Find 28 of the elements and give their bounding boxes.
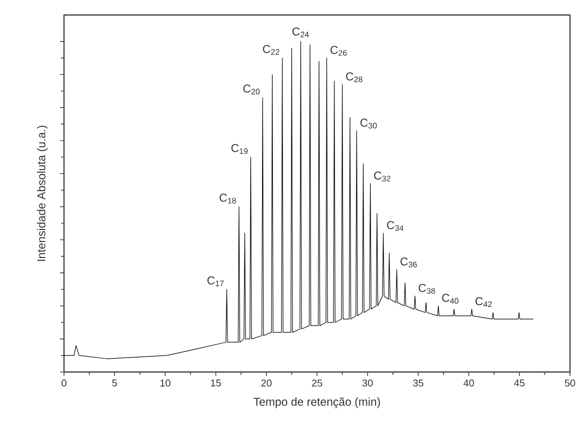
x-tick-label: 5 [112, 380, 117, 386]
x-tick-label: 40 [464, 380, 474, 387]
annotation: C$_{36}$ [400, 257, 417, 268]
x-tick-label: 35 [413, 380, 424, 387]
annotation: C$_{22}$ [262, 44, 280, 55]
annotation: C$_{30}$ [360, 118, 377, 128]
annotation: C$_{17}$ [207, 276, 224, 286]
annotation: C$_{38}$ [418, 284, 436, 294]
x-tick-label: 15 [211, 380, 221, 386]
annotation: C$_{18}$ [220, 194, 236, 204]
x-tick-label: 20 [261, 380, 272, 387]
x-tick-label: 25 [312, 380, 322, 387]
x-tick-label: 45 [514, 380, 525, 386]
annotation: C$_{40}$ [442, 294, 458, 304]
x-tick-label: 50 [564, 380, 576, 387]
x-axis-title: Tempo de retenção (min) [254, 397, 380, 408]
annotation: C$_{19}$ [231, 144, 248, 154]
x-tick-label: 30 [362, 380, 373, 387]
annotation: C$_{42}$ [476, 297, 492, 307]
x-tick-label: 10 [160, 380, 170, 387]
annotation: C$_{32}$ [374, 172, 390, 182]
y-axis-title: Intensidade Absoluta (u.a.) [36, 126, 48, 261]
annotation: C$_{26}$ [330, 46, 347, 56]
annotation: C$_{34}$ [387, 221, 404, 231]
annotation: C$_{24}$ [292, 27, 309, 38]
x-tick-label: 0 [62, 380, 66, 387]
annotation: C$_{20}$ [243, 84, 260, 94]
annotation: C$_{28}$ [346, 72, 362, 82]
